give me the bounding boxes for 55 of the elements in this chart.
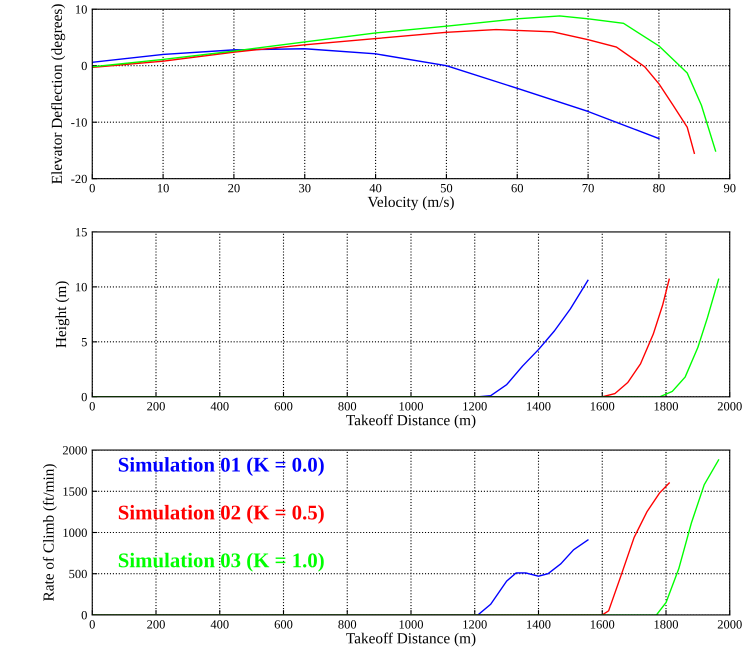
y-tick-label: 1000 <box>63 528 87 537</box>
x-tick-label: 800 <box>338 402 356 410</box>
x-tick-label: 1800 <box>654 620 678 629</box>
y-tick-label: 15 <box>76 228 87 236</box>
x-tick-label: 1600 <box>590 402 614 410</box>
y-tick-label: 0 <box>82 392 87 402</box>
y-tick-label: 0 <box>82 62 87 70</box>
x-tick-label: 1400 <box>527 402 551 410</box>
x-axis-title: Takeoff Distance (m) <box>346 414 476 428</box>
x-tick-label: 40 <box>370 184 382 192</box>
line-series <box>92 48 660 140</box>
x-tick-label: 600 <box>274 620 292 629</box>
x-tick-label: 400 <box>210 620 229 629</box>
x-tick-label: 10 <box>158 184 169 192</box>
y-axis-title: Elevator Deflection (degrees) <box>51 4 66 184</box>
x-tick-label: 1600 <box>590 620 614 629</box>
x-tick-label: 800 <box>338 620 356 629</box>
text: Simulation 02 (K = 0.5) <box>118 504 324 524</box>
y-tick-label: 10 <box>76 5 87 14</box>
y-tick-label: 0 <box>82 610 87 620</box>
x-tick-label: 1000 <box>400 620 424 629</box>
x-tick-label: 200 <box>147 402 165 410</box>
y-axis-title: Rate of Climb (ft/min) <box>42 464 57 602</box>
y-tick-label: 500 <box>69 570 87 578</box>
y-tick-label: -10 <box>71 118 87 127</box>
y-axis-title: Height (m) <box>55 281 70 348</box>
x-axis-title: Takeoff Distance (m) <box>346 632 476 647</box>
x-tick-label: 400 <box>210 402 229 410</box>
x-tick-label: 20 <box>228 184 240 192</box>
x-tick-label: 200 <box>147 620 165 629</box>
y-tick-label: 10 <box>76 282 87 292</box>
x-tick-label: 80 <box>653 184 665 192</box>
x-tick-label: 1400 <box>527 620 551 629</box>
x-tick-label: 1800 <box>654 402 678 410</box>
y-tick-label: 2000 <box>62 446 87 455</box>
x-axis-title: Velocity (m/s) <box>368 196 454 210</box>
x-tick-label: 2000 <box>718 402 742 410</box>
y-tick-label: 5 <box>82 338 87 346</box>
x-tick-label: 70 <box>582 184 594 192</box>
text: Simulation 01 (K = 0.0) <box>118 457 324 476</box>
x-tick-label: 0 <box>90 184 95 192</box>
text: Simulation 03 (K = 1.0) <box>118 552 324 572</box>
x-tick-label: 0 <box>90 620 95 629</box>
x-tick-label: 1200 <box>463 620 487 629</box>
x-tick-label: 600 <box>274 402 292 410</box>
x-tick-label: 0 <box>90 402 95 410</box>
x-tick-label: 2000 <box>718 620 742 629</box>
y-tick-label: -20 <box>71 174 87 184</box>
x-tick-label: 1200 <box>463 402 487 410</box>
x-tick-label: 1000 <box>400 402 424 410</box>
x-tick-label: 90 <box>724 184 736 192</box>
x-tick-label: 60 <box>512 184 524 192</box>
y-tick-label: 1500 <box>63 487 87 496</box>
x-tick-label: 50 <box>440 184 452 192</box>
x-tick-label: 30 <box>299 184 311 192</box>
